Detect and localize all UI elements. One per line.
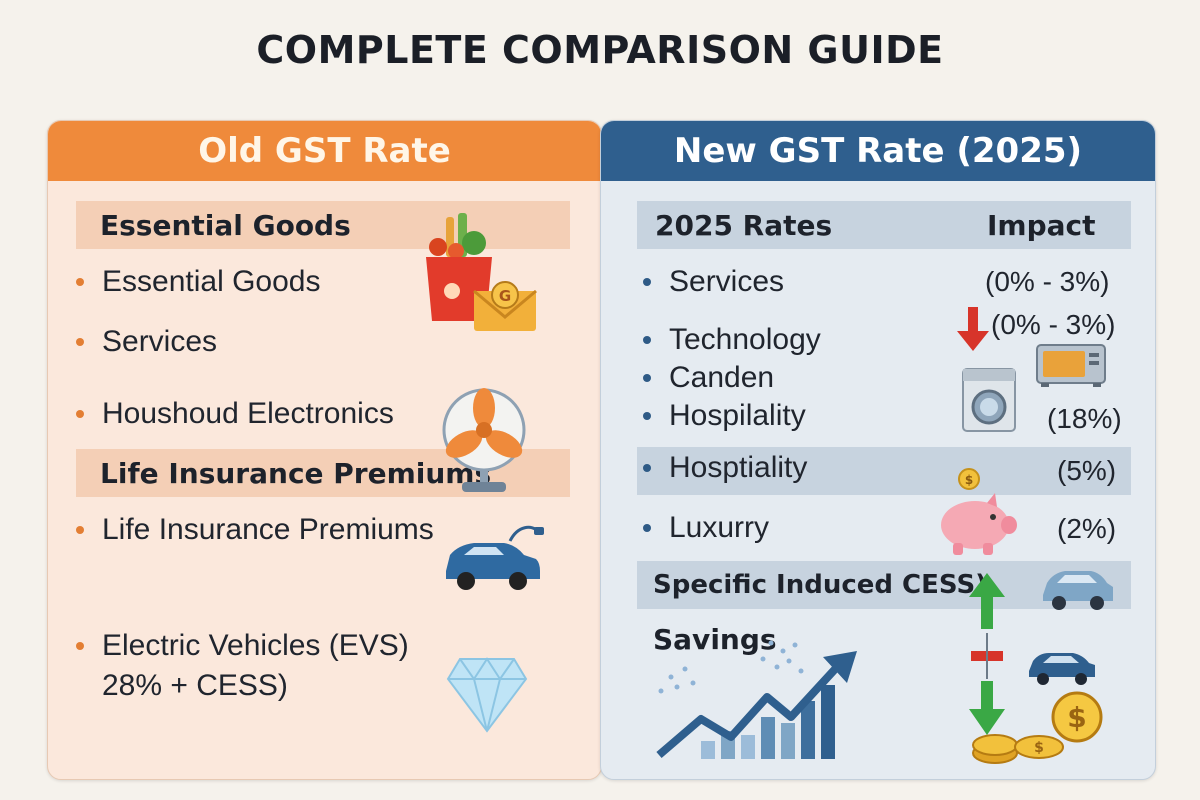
list-item: Hospilality (643, 399, 806, 433)
rates-impact-band: 2025 Rates Impact (637, 201, 1131, 249)
up-down-arrow-icon (969, 573, 1005, 735)
cess-band: Specific Induced CESS) (637, 561, 1131, 609)
electric-car-icon (446, 525, 544, 590)
list-item: Essential Goods (76, 265, 320, 299)
bullet-icon (643, 278, 651, 286)
down-arrow-icon (957, 307, 989, 351)
list-item: Technology (643, 323, 821, 357)
svg-text:$: $ (1034, 740, 1044, 756)
old-gst-panel: Old GST Rate Essential Goods Essential G… (47, 120, 602, 780)
bullet-icon (643, 464, 651, 472)
svg-text:G: G (499, 287, 511, 305)
savings-label: Savings (653, 623, 777, 656)
bullet-icon (643, 524, 651, 532)
list-item: Life Insurance Premiums (76, 513, 434, 547)
impact-value: (0% - 3%) (991, 309, 1116, 340)
list-item: Hosptiality (643, 451, 807, 485)
list-item: Luxurry (643, 511, 769, 545)
essential-goods-band: Essential Goods (76, 201, 570, 249)
bullet-icon (76, 410, 84, 418)
bullet-icon (643, 336, 651, 344)
col-rates-label: 2025 Rates (655, 208, 833, 242)
fan-icon (442, 388, 526, 492)
bullet-icon (76, 278, 84, 286)
list-item: Services (643, 265, 784, 299)
list-item: Canden (643, 361, 774, 395)
ev-rate-text: 28% + CESS) (102, 669, 288, 702)
washing-machine-icon (962, 368, 1016, 432)
impact-value: (2%) (1057, 513, 1117, 544)
list-item: Electric Vehicles (EVS) (76, 629, 409, 663)
hospitality-band (637, 447, 1131, 495)
impact-value: (5%) (1057, 455, 1117, 486)
col-impact-label: Impact (987, 208, 1096, 242)
bullet-icon (76, 526, 84, 534)
new-gst-header: New GST Rate (2025) (601, 121, 1155, 181)
piggy-bank-icon: $ (941, 468, 1017, 555)
grocery-bag-icon (426, 213, 492, 321)
page-title: COMPLETE COMPARISON GUIDE (256, 28, 944, 72)
list-item: Services (76, 325, 217, 359)
diamond-icon (446, 657, 528, 733)
car-icon (1043, 571, 1113, 610)
new-gst-panel: New GST Rate (2025) 2025 Rates Impact Se… (600, 120, 1156, 780)
coins-icon: $ $ (972, 691, 1103, 764)
old-gst-header: Old GST Rate (48, 121, 601, 181)
bullet-icon (76, 338, 84, 346)
microwave-icon (1036, 344, 1106, 387)
growth-chart-icon (656, 640, 857, 759)
impact-value: (18%) (1047, 403, 1122, 434)
list-item: Houshoud Electronics (76, 397, 394, 431)
svg-text:$: $ (965, 473, 973, 487)
bullet-icon (643, 374, 651, 382)
bullet-icon (76, 642, 84, 650)
gst-envelope-icon: G (473, 281, 537, 331)
bullet-icon (643, 412, 651, 420)
car-icon (1029, 653, 1095, 685)
svg-text:$: $ (1067, 701, 1086, 734)
impact-value: (0% - 3%) (985, 266, 1110, 297)
